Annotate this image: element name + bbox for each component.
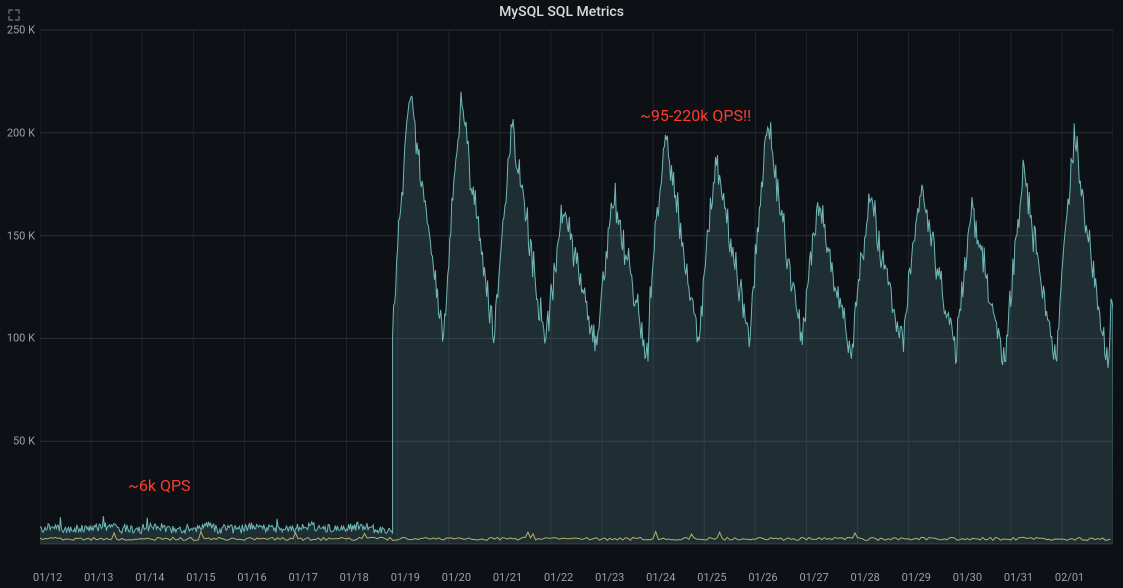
x-axis-tick: 01/13 [84, 571, 113, 584]
x-axis-tick: 01/12 [33, 571, 62, 584]
y-axis-tick: 250 K [3, 24, 35, 37]
x-axis-tick: 01/20 [442, 571, 471, 584]
y-axis-tick: 150 K [3, 229, 35, 242]
x-axis-tick: 01/21 [493, 571, 522, 584]
x-axis-tick: 01/26 [748, 571, 777, 584]
x-axis-tick: 02/01 [1055, 571, 1084, 584]
x-axis-tick: 01/17 [288, 571, 317, 584]
x-axis-tick: 01/29 [902, 571, 931, 584]
x-axis-tick: 01/18 [340, 571, 369, 584]
x-axis-tick: 01/24 [646, 571, 675, 584]
y-axis-tick: 50 K [3, 435, 35, 448]
x-axis-tick: 01/30 [953, 571, 982, 584]
x-axis-tick: 01/15 [186, 571, 215, 584]
chart-title: MySQL SQL Metrics [0, 4, 1123, 20]
x-axis-tick: 01/14 [135, 571, 164, 584]
x-axis-tick: 01/28 [851, 571, 880, 584]
x-axis-tick: 01/25 [697, 571, 726, 584]
x-axis-tick: 01/23 [595, 571, 624, 584]
chart-panel: MySQL SQL Metrics 50 K 100 K 150 K 200 K 250… [0, 0, 1123, 588]
x-axis-tick: 01/19 [391, 571, 420, 584]
chart-plot [40, 24, 1113, 564]
x-axis-tick: 01/16 [237, 571, 266, 584]
x-axis-tick: 01/27 [799, 571, 828, 584]
y-axis-tick: 200 K [3, 126, 35, 139]
y-axis-tick: 100 K [3, 332, 35, 345]
chart-annotation: ~6k QPS [128, 476, 191, 495]
chart-annotation: ~95-220k QPS!! [640, 106, 751, 125]
x-axis-tick: 01/31 [1004, 571, 1033, 584]
x-axis-tick: 01/22 [544, 571, 573, 584]
